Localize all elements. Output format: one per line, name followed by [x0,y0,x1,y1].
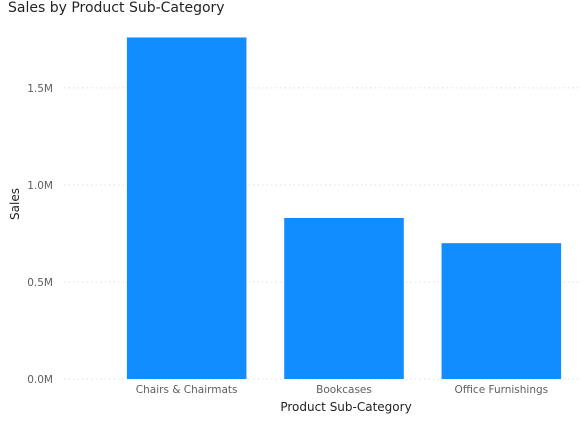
y-tick-label: 0.0M [27,374,53,386]
bars [126,37,562,379]
bar[interactable] [441,243,562,379]
x-tick-label: Chairs & Chairmats [136,384,238,396]
y-tick-label: 0.5M [27,277,53,289]
y-tick-labels: 0.0M 0.5M 1.0M 1.5M [27,83,53,386]
x-tick-label: Bookcases [316,384,372,396]
x-tick-labels: Chairs & Chairmats Bookcases Office Furnis… [136,384,548,396]
bar[interactable] [284,217,404,379]
y-axis-title: Sales [8,188,22,220]
y-tick-label: 1.0M [27,180,53,192]
x-axis-title: Product Sub-Category [280,400,411,414]
x-tick-label: Office Furnishings [455,384,549,396]
chart-title: Sales by Product Sub-Category [8,0,225,16]
bar[interactable] [126,37,247,379]
y-tick-label: 1.5M [27,83,53,95]
